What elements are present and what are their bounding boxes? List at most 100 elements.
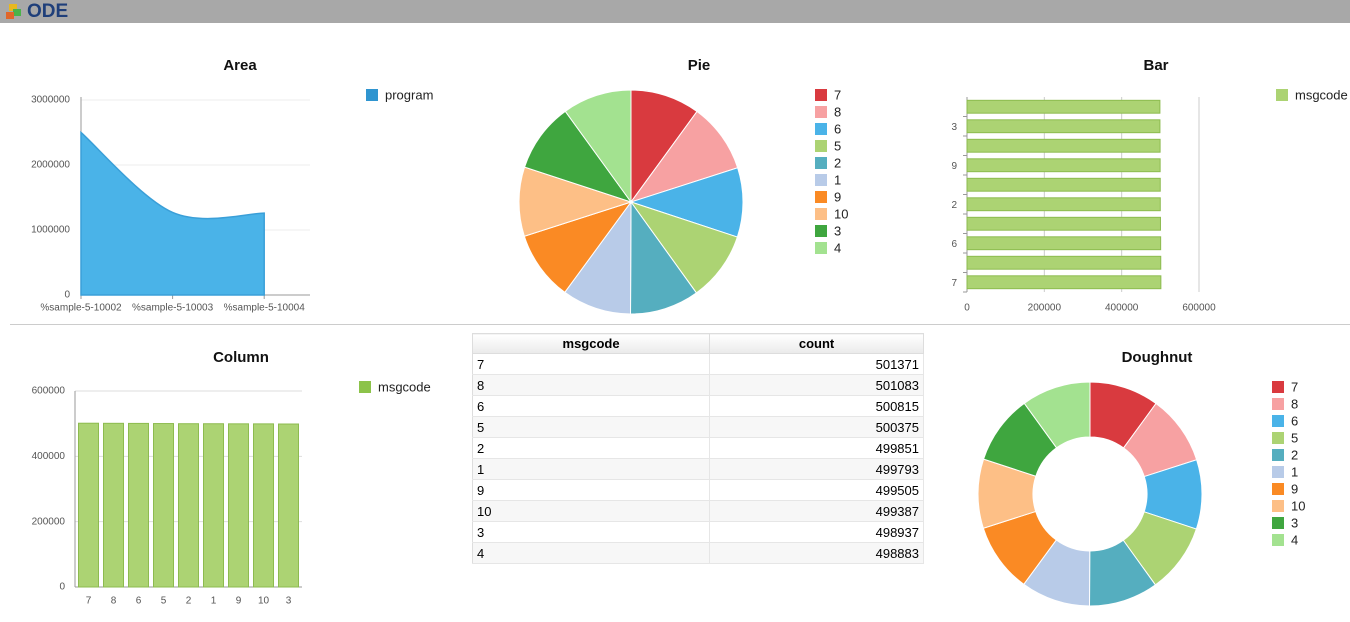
x-tick-label: %sample-5-10004 [224, 303, 306, 314]
plot [78, 422, 324, 588]
x-tick-label: 600000 [1182, 303, 1216, 314]
legend-swatch [1272, 517, 1284, 529]
y-tick-label: 9 [951, 161, 957, 172]
bar [966, 177, 1161, 192]
legend-swatch [1272, 449, 1284, 461]
x-tick-label: 5 [161, 596, 167, 607]
table-cell: 500815 [709, 395, 924, 417]
slice [630, 89, 698, 204]
table-cell: 3 [472, 521, 711, 543]
table-cell: 501371 [709, 353, 924, 375]
legend-label: program [385, 87, 433, 102]
table-row: 10 499387 [472, 500, 924, 522]
x-tick-label: 7 [86, 596, 92, 607]
legend-label: 4 [834, 240, 841, 255]
table-cell: 499387 [709, 500, 924, 522]
legend-swatch [815, 174, 827, 186]
bar [966, 197, 1161, 212]
legend-swatch [1272, 534, 1284, 546]
bar [278, 423, 299, 588]
y-tick-label: 7 [951, 278, 957, 289]
legend-swatch [1272, 500, 1284, 512]
legend-swatch [815, 225, 827, 237]
bar [253, 423, 274, 588]
bar [228, 423, 249, 588]
legend-label: 2 [834, 155, 841, 170]
bar [304, 424, 324, 587]
y-tick-label: 3000000 [31, 95, 70, 106]
legend-swatch [1272, 398, 1284, 410]
legend-label: 1 [1291, 464, 1298, 479]
table-row: 8 501083 [472, 374, 924, 396]
table-cell: 498937 [709, 521, 924, 543]
chart-title: Column [213, 349, 269, 366]
x-tick-label: 200000 [1028, 303, 1062, 314]
bar [966, 158, 1161, 173]
bar [128, 422, 149, 588]
header-bar [0, 0, 1350, 23]
y-tick-label: 1000000 [31, 225, 70, 236]
table-cell: 7 [472, 353, 711, 375]
y-tick-label: 400000 [32, 451, 66, 462]
y-tick-label: 6 [951, 239, 957, 250]
legend-swatch [815, 89, 827, 101]
x-tick-label: 2 [186, 596, 192, 607]
legend-swatch [815, 140, 827, 152]
x-tick-label: %sample-5-10002 [40, 303, 122, 314]
bar [966, 275, 1162, 290]
table-cell: 499793 [709, 458, 924, 480]
y-tick-label: 0 [64, 290, 70, 301]
legend-label: 9 [1291, 481, 1298, 496]
legend-label: 3 [1291, 515, 1298, 530]
bar [966, 119, 1161, 134]
legend-swatch [815, 208, 827, 220]
table-cell: 6 [472, 395, 711, 417]
y-tick-label: 200000 [32, 516, 66, 527]
table-cell: 499851 [709, 437, 924, 459]
table-cell: 501083 [709, 374, 924, 396]
column-header: count [709, 333, 924, 354]
table-cell: 500375 [709, 416, 924, 438]
legend-label: 9 [834, 189, 841, 204]
bar [966, 99, 1161, 114]
table-row: 7 501371 [472, 353, 924, 375]
y-tick-label: 3 [951, 122, 957, 133]
table-cell: 4 [472, 542, 711, 564]
legend-label: 3 [834, 223, 841, 238]
legend-label: 7 [834, 87, 841, 102]
data-table: msgcode count 7 501371 8 501083 6 500815 5 5003… [471, 333, 924, 564]
legend-swatch [1272, 483, 1284, 495]
legend-swatch [815, 106, 827, 118]
bar [178, 423, 199, 588]
chart-title: Bar [1143, 57, 1168, 74]
table-row: 5 500375 [472, 416, 924, 438]
logo-text: ODE [27, 1, 68, 22]
legend-label: 6 [1291, 413, 1298, 428]
table-cell: 499505 [709, 479, 924, 501]
x-tick-label: 1 [211, 596, 217, 607]
legend-swatch [1272, 432, 1284, 444]
y-tick-label: 600000 [32, 386, 66, 397]
logo-icon [6, 4, 21, 19]
x-tick-label: 400000 [1105, 303, 1139, 314]
x-tick-label: 10 [258, 596, 270, 607]
legend-swatch [815, 242, 827, 254]
slice [1023, 381, 1091, 449]
bar [966, 216, 1161, 231]
table-cell: 10 [472, 500, 711, 522]
table-cell: 1 [472, 458, 711, 480]
chart-title: Doughnut [1122, 349, 1193, 366]
chart-title: Pie [688, 57, 711, 74]
legend-label: 5 [834, 138, 841, 153]
x-tick-label: 8 [111, 596, 117, 607]
slice [564, 89, 632, 204]
table-cell: 5 [472, 416, 711, 438]
chart-title: Area [223, 57, 257, 74]
y-tick-label: 2000000 [31, 160, 70, 171]
bar [153, 423, 174, 588]
bar [78, 422, 99, 588]
table-row: 3 498937 [472, 521, 924, 543]
x-tick-label: 3 [286, 596, 292, 607]
